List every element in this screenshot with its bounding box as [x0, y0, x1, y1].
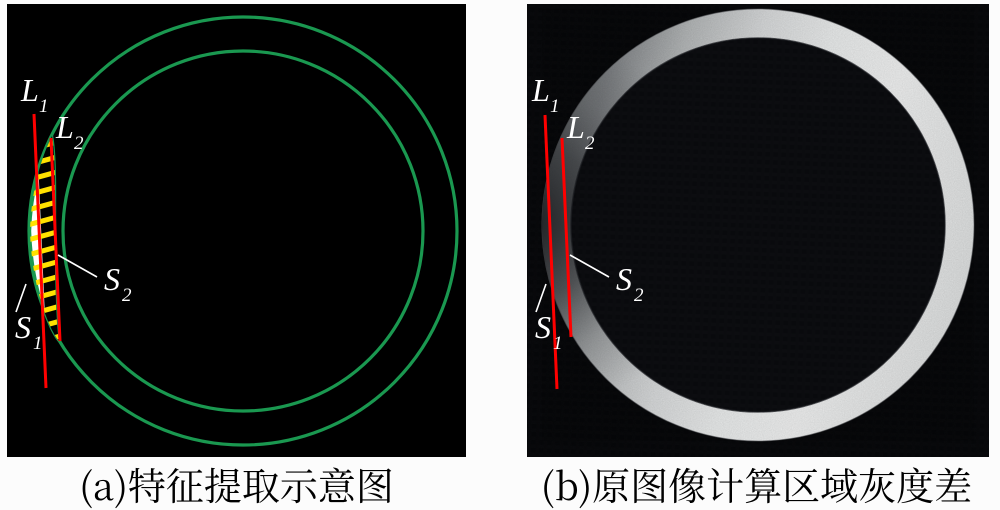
- svg-text:L: L: [566, 109, 585, 145]
- svg-text:1: 1: [33, 333, 43, 354]
- svg-text:S: S: [15, 309, 31, 345]
- svg-text:1: 1: [553, 333, 563, 354]
- svg-text:L: L: [55, 109, 74, 145]
- svg-text:L: L: [531, 72, 550, 108]
- svg-text:2: 2: [585, 133, 595, 154]
- svg-text:S: S: [104, 261, 120, 297]
- svg-text:S: S: [616, 261, 632, 297]
- svg-text:1: 1: [550, 96, 560, 117]
- svg-text:L: L: [20, 72, 39, 108]
- svg-text:S: S: [535, 309, 551, 345]
- svg-text:1: 1: [39, 96, 49, 117]
- svg-text:2: 2: [634, 285, 644, 306]
- svg-text:2: 2: [122, 285, 132, 306]
- svg-text:2: 2: [74, 133, 84, 154]
